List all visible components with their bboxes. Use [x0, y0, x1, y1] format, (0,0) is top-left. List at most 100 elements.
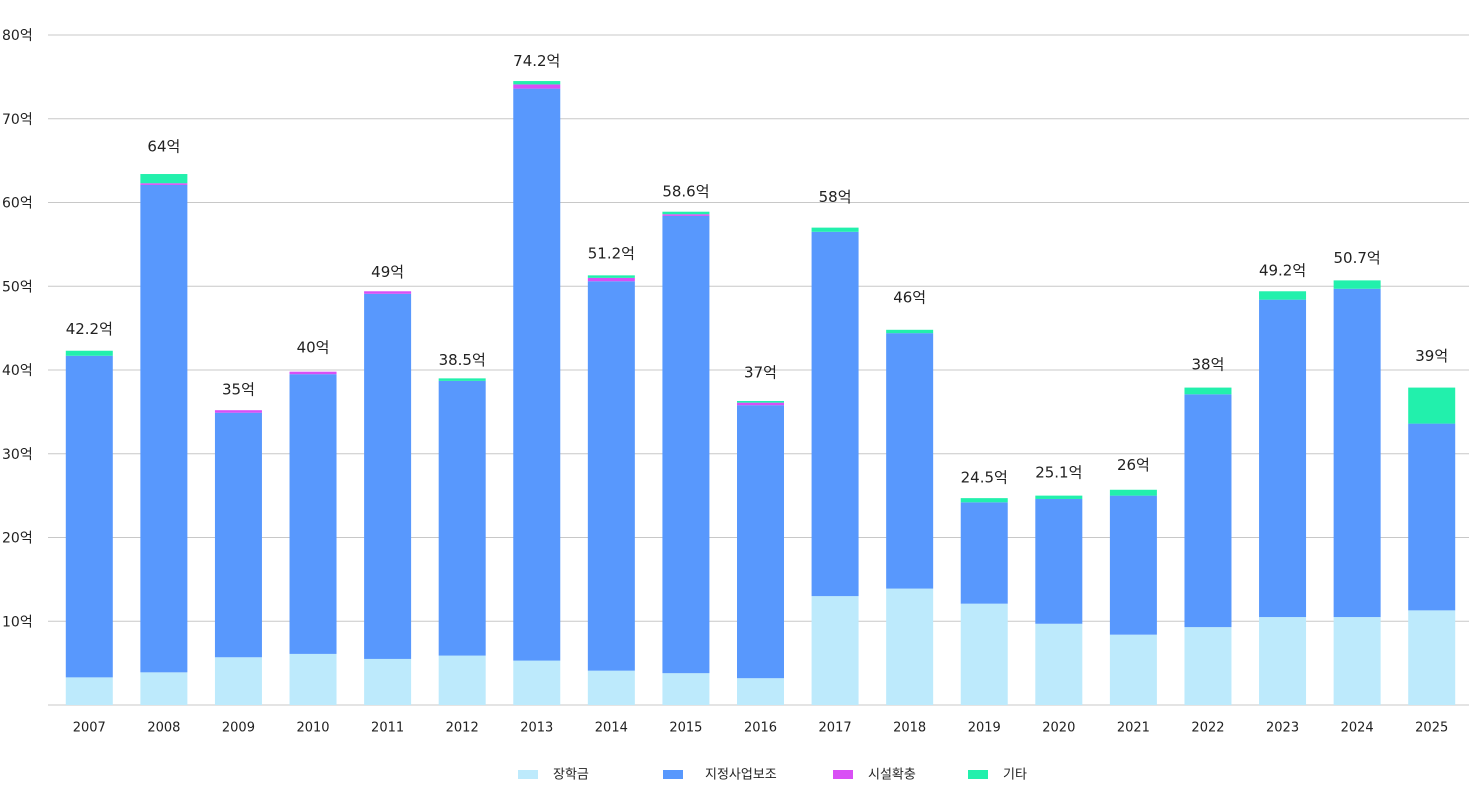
total-label: 46억 [893, 288, 926, 306]
y-tick-label: 60억 [2, 196, 33, 212]
x-tick-label: 2019 [968, 721, 1001, 736]
bar-segment [1259, 617, 1307, 705]
bar-segment [886, 333, 934, 589]
bar-segment [587, 275, 635, 278]
bar-segment [886, 588, 934, 705]
bar-segment [1184, 394, 1232, 628]
x-tick-label: 2016 [744, 721, 777, 736]
x-tick-label: 2022 [1191, 721, 1224, 736]
bar-segment [438, 378, 486, 381]
x-tick-label: 2013 [520, 721, 553, 736]
total-label: 64억 [147, 138, 180, 156]
x-tick-label: 2018 [893, 721, 926, 736]
x-tick-label: 2023 [1266, 721, 1299, 736]
x-tick-label: 2008 [147, 721, 180, 736]
bar-segment [811, 596, 859, 705]
x-tick-label: 2017 [819, 721, 852, 736]
bar-segment [65, 355, 113, 678]
total-label: 24.5억 [961, 468, 1008, 486]
bar-segment [886, 329, 934, 334]
bar-segment [1109, 634, 1157, 705]
total-label: 38.5억 [439, 351, 486, 369]
bar-segment [737, 402, 784, 406]
total-label: 49억 [371, 263, 404, 281]
legend-swatch [968, 770, 988, 779]
bar-segment [1408, 610, 1456, 705]
x-tick-label: 2010 [296, 721, 329, 736]
total-label: 37억 [744, 364, 777, 382]
legend-swatch [663, 770, 683, 779]
total-label: 38억 [1192, 355, 1225, 373]
bar-segment [587, 277, 635, 282]
bar-segment [737, 678, 784, 705]
legend-swatch [518, 770, 538, 779]
y-tick-label: 10억 [2, 614, 33, 630]
bar-segment [1109, 489, 1157, 496]
x-tick-label: 2025 [1415, 721, 1448, 736]
total-label: 58.6억 [662, 183, 709, 201]
x-tick-label: 2011 [371, 721, 404, 736]
x-tick-label: 2020 [1042, 721, 1075, 736]
bar-segment [214, 410, 262, 413]
x-tick-label: 2024 [1341, 721, 1374, 736]
y-tick-label: 30억 [2, 447, 33, 463]
bar-segment [1184, 627, 1232, 705]
bar-segment [364, 291, 412, 294]
bar-segment [214, 412, 262, 658]
legend-label: 장학금 [553, 768, 589, 783]
bar-segment [289, 653, 337, 705]
y-tick-label: 50억 [2, 279, 33, 295]
y-tick-label: 20억 [2, 531, 33, 547]
bar-segment [65, 677, 113, 705]
bar-segment [1259, 299, 1307, 618]
bar-segment [1184, 387, 1232, 395]
total-label: 50.7억 [1334, 249, 1381, 267]
bar-segment [289, 371, 337, 375]
bar-segment [737, 400, 784, 403]
y-tick-label: 80억 [2, 28, 33, 44]
bar-segment [587, 670, 635, 705]
total-label: 39억 [1415, 347, 1448, 365]
bar-segment [1035, 623, 1083, 705]
bar-segment [1333, 288, 1381, 618]
total-label: 58억 [819, 188, 852, 206]
bar-segment [438, 380, 486, 656]
bar-segment [1109, 495, 1157, 635]
bar-segment [140, 184, 188, 673]
bar-segment [811, 227, 859, 232]
bar-segment [214, 657, 262, 705]
bar-segment [1333, 617, 1381, 705]
x-tick-label: 2015 [669, 721, 702, 736]
total-label: 74.2억 [513, 52, 560, 70]
bar-segment [65, 350, 113, 356]
x-tick-label: 2007 [73, 721, 106, 736]
bar-segment [513, 88, 561, 661]
bar-segment [662, 673, 710, 705]
bar-segment [737, 405, 784, 679]
bar-segment [140, 183, 188, 185]
bar-segment [960, 603, 1008, 705]
bar-segment [1259, 291, 1307, 300]
x-tick-label: 2014 [595, 721, 628, 736]
total-label: 51.2억 [588, 245, 635, 263]
bar-segment [1035, 495, 1083, 499]
legend-label: 시설확충 [868, 768, 916, 783]
x-tick-label: 2012 [446, 721, 479, 736]
bar-segment [140, 672, 188, 705]
legend-label: 지정사업보조 [705, 768, 777, 783]
bar-segment [513, 660, 561, 705]
y-tick-label: 40억 [2, 363, 33, 379]
total-label: 42.2억 [66, 320, 113, 338]
bar-segment [662, 215, 710, 674]
total-label: 40억 [297, 339, 330, 357]
bar-segment [587, 281, 635, 671]
bar-segment [140, 174, 188, 184]
bar-segment [289, 374, 337, 654]
y-tick-label: 70억 [2, 112, 33, 128]
x-tick-label: 2021 [1117, 721, 1150, 736]
bar-segment [438, 655, 486, 705]
total-label: 49.2억 [1259, 261, 1306, 279]
bar-segment [1408, 423, 1456, 611]
